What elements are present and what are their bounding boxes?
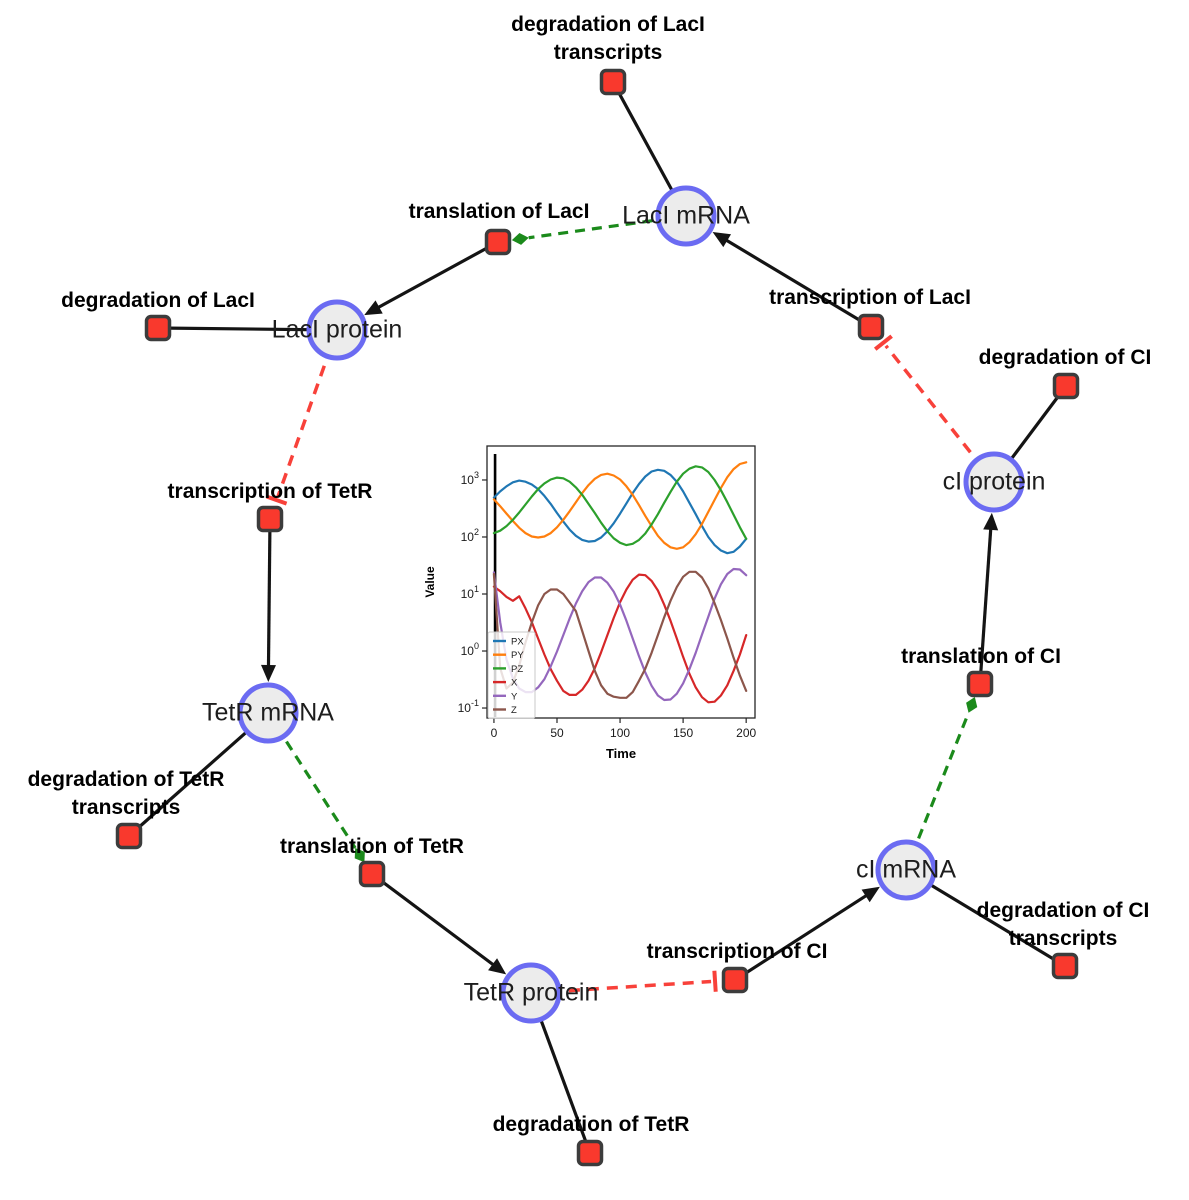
inhibition-tee-icon [712,970,718,992]
legend: PX PY PZ XYZ [487,631,536,719]
edge-production-transl_tetr-tetr_protein [371,872,507,975]
edge-production-txn_laci-laci_mrna [712,231,872,329]
edge-production-txn_ci-ci_mrna [734,886,880,982]
reaction-node-deg_ci_tx[interactable] [1051,952,1079,980]
species-node-laci_protein[interactable] [306,299,368,361]
x-tick-label: 50 [550,726,564,740]
x-tick-label: 0 [491,726,498,740]
y-tick-label: 10-1 [458,698,479,715]
reaction-node-deg_tetr[interactable] [576,1139,604,1167]
legend-label-Z: Z [511,705,517,716]
y-axis-label: Value [423,566,437,598]
reaction-node-deg_tetr_tx[interactable] [115,822,143,850]
y-tick-label: 103 [461,470,479,487]
species-node-ci_protein[interactable] [963,451,1025,513]
edge-production-txn_tetr-tetr_mrna [260,518,276,683]
y-tick-label: 101 [461,584,479,601]
modifier-diamond-icon [966,697,978,713]
arrowhead-icon [260,664,276,683]
y-tick-label: 100 [461,641,479,658]
arrowhead-icon [488,958,507,975]
species-node-laci_mrna[interactable] [655,185,717,247]
arrowhead-icon [983,512,999,531]
x-tick-label: 150 [673,726,693,740]
legend-label-PY: PY [511,650,524,661]
arrowhead-icon [861,886,880,903]
reaction-node-transl_laci[interactable] [484,228,512,256]
reaction-node-txn_laci[interactable] [857,313,885,341]
nodes-layer [115,68,1080,1167]
plot-frame [486,445,756,719]
series-line-PX [492,468,748,555]
legend-label-PZ: PZ [511,664,523,675]
edge-production-transl_laci-laci_protein [364,240,499,316]
x-tick-label: 200 [736,726,756,740]
legend-label-PX: PX [511,637,524,648]
reaction-node-transl_ci[interactable] [966,670,994,698]
reaction-node-deg_ci[interactable] [1052,372,1080,400]
inhibition-tee-icon [266,494,288,506]
series-line-Z [492,570,748,699]
x-axis-label: Time [606,746,636,761]
edge-inhibition-tetr_protein-txn_ci [530,970,718,995]
legend-label-Y: Y [511,691,518,702]
species-node-tetr_protein[interactable] [500,962,562,1024]
timeseries-inset-figure: 0 50 100 150 200 103 102 101 100 10-1 Time Value PX P… [420,436,770,766]
series-line-Y [492,567,748,702]
legend-label-X: X [511,678,518,689]
species-node-ci_mrna[interactable] [875,839,937,901]
arrowhead-icon [712,231,732,248]
x-tick-label: 100 [610,726,630,740]
modifier-diamond-icon [511,232,529,245]
series-line-PY [492,461,748,550]
species-node-tetr_mrna[interactable] [237,682,299,744]
reaction-node-deg_laci_tx[interactable] [599,68,627,96]
modifier-diamond-icon [354,847,365,863]
y-tick-label: 102 [461,527,479,544]
timeseries-chart: 0 50 100 150 20010310210110010-1TimeValuePXP… [423,445,757,761]
reaction-node-txn_tetr[interactable] [256,505,284,533]
reaction-node-transl_tetr[interactable] [358,860,386,888]
reaction-node-deg_laci[interactable] [144,314,172,342]
inhibition-tee-icon [873,334,893,351]
series-line-PZ [492,465,748,547]
edge-production-transl_ci-ci_protein [978,512,999,685]
reaction-node-txn_ci[interactable] [721,966,749,994]
edge-consumption-ci_mrna-deg_ci_tx [905,868,1066,968]
edge-modifier-ci_mrna-transl_ci [904,697,978,871]
series-line-X [492,573,748,704]
edge-consumption-tetr_mrna-deg_tetr_tx [127,711,270,838]
arrowhead-icon [364,300,383,316]
